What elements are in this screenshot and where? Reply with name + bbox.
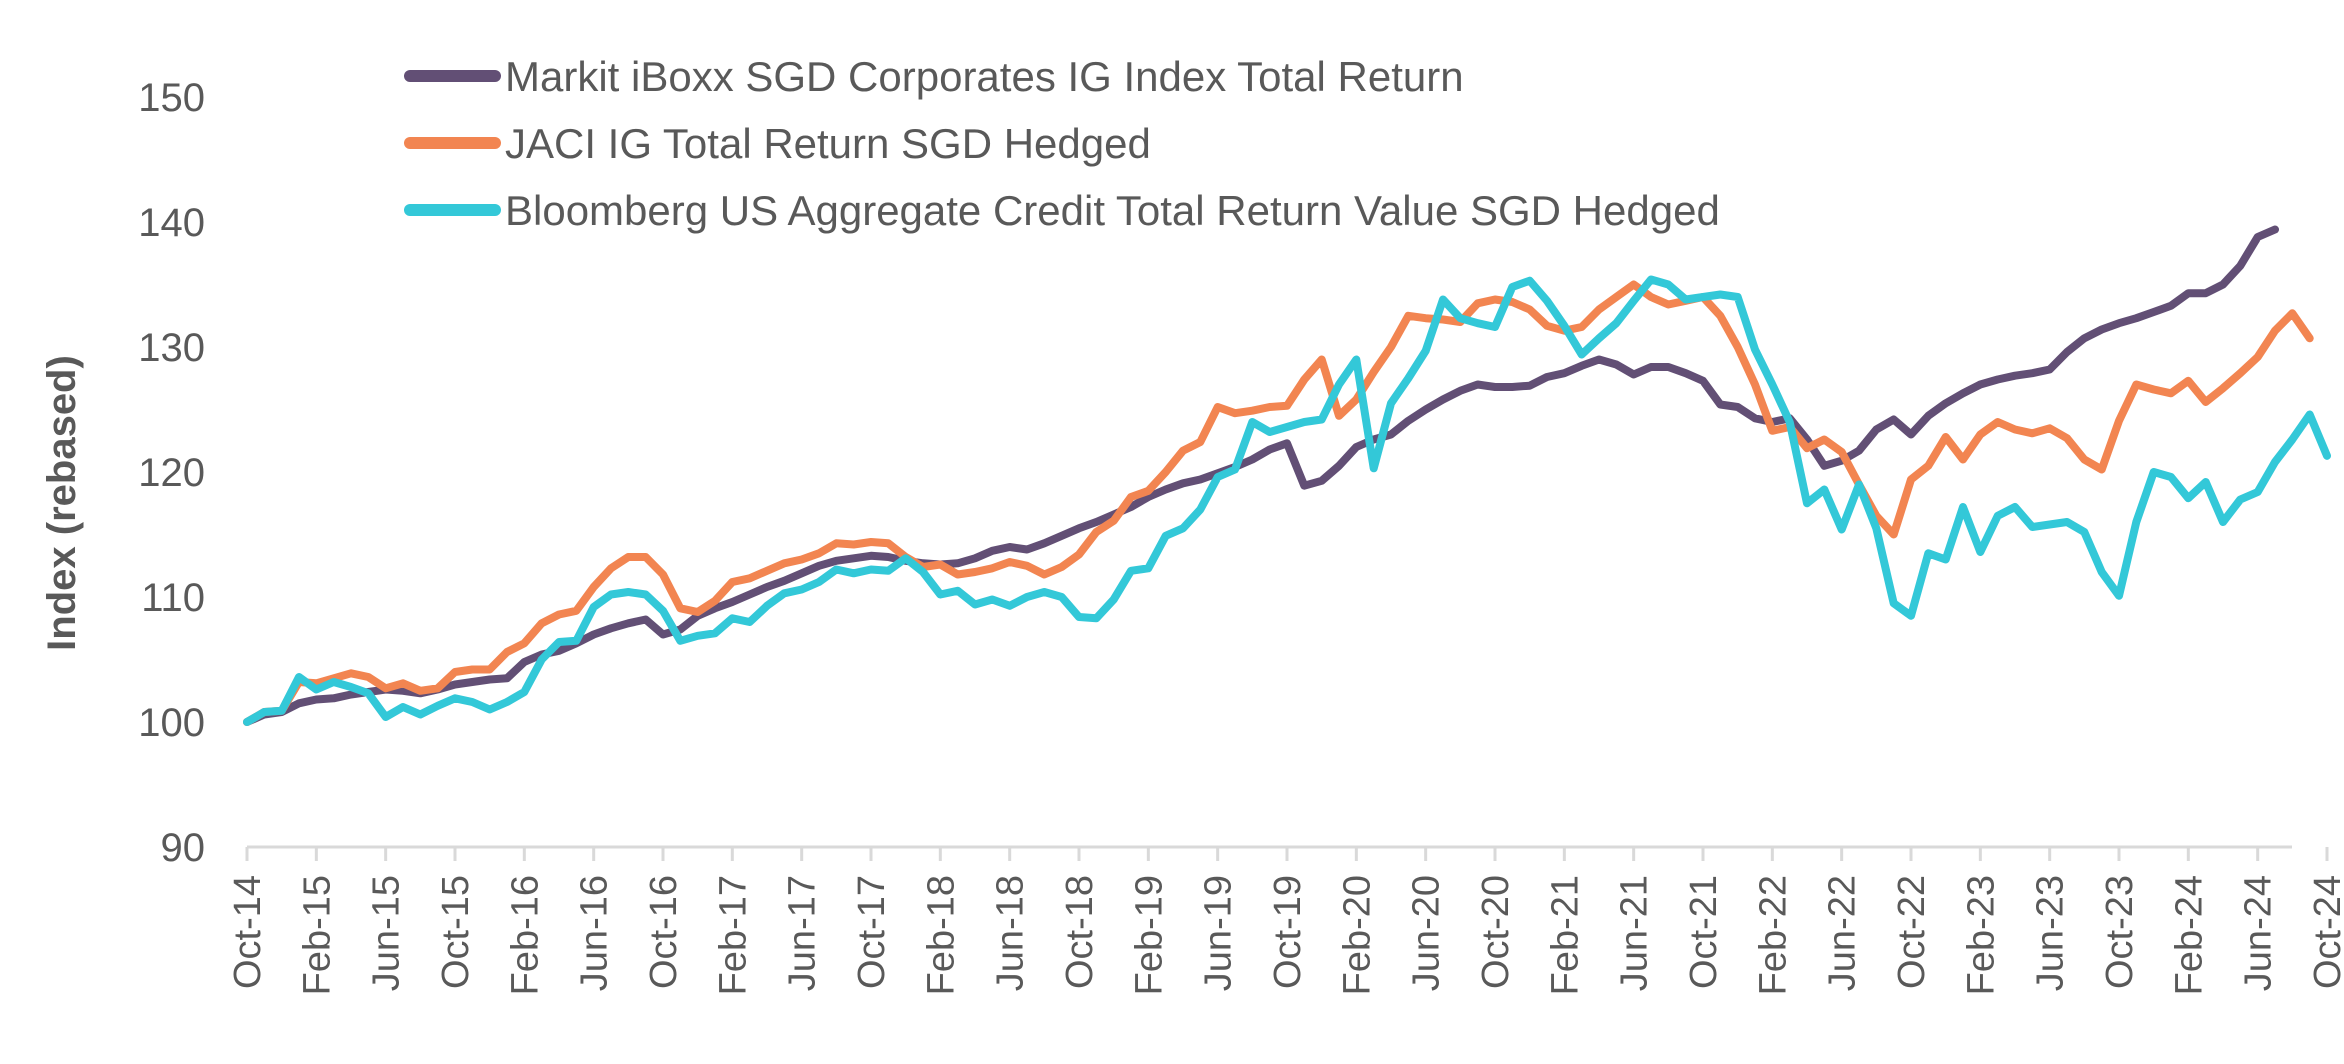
- legend-label: Markit iBoxx SGD Corporates IG Index Tot…: [505, 53, 1464, 100]
- x-tick-label: Oct-21: [1683, 875, 1725, 989]
- x-tick-label: Jun-22: [1822, 875, 1864, 991]
- legend-label: Bloomberg US Aggregate Credit Total Retu…: [505, 187, 1720, 234]
- y-tick-label: 150: [138, 76, 205, 120]
- series-lines: [243, 225, 2331, 726]
- y-axis-title: Index (rebased): [40, 355, 84, 651]
- y-tick-label: 140: [138, 201, 205, 245]
- x-tick-label: Feb-22: [1752, 875, 1794, 995]
- x-tick-label: Jun-19: [1198, 875, 1240, 991]
- x-tick-label: Oct-18: [1059, 875, 1101, 989]
- x-tick-label: Oct-22: [1891, 875, 1933, 989]
- x-tick-label: Oct-16: [643, 875, 685, 989]
- y-axis-ticks: 90 100 110 120 130 140 150: [138, 76, 205, 870]
- x-tick-label: Oct-20: [1475, 875, 1517, 989]
- x-tick-label: Oct-23: [2099, 875, 2141, 989]
- legend-item: Markit iBoxx SGD Corporates IG Index Tot…: [404, 53, 1464, 100]
- x-tick-label: Feb-15: [296, 875, 338, 995]
- series-line-2: [243, 280, 2314, 726]
- legend-item: JACI IG Total Return SGD Hedged: [404, 120, 1151, 167]
- y-tick-label: 130: [138, 326, 205, 370]
- y-tick-label: 90: [161, 826, 206, 870]
- x-tick-label: Jun-24: [2238, 875, 2280, 991]
- legend-item: Bloomberg US Aggregate Credit Total Retu…: [404, 187, 1720, 234]
- x-tick-label: Feb-18: [920, 875, 962, 995]
- x-tick-label: Feb-21: [1544, 875, 1586, 995]
- x-tick-label: Jun-23: [2030, 875, 2072, 991]
- x-tick-label: Oct-24: [2307, 875, 2344, 989]
- x-tick-label: Feb-24: [2168, 875, 2210, 995]
- x-tick-label: Jun-21: [1614, 875, 1656, 991]
- x-tick-label: Jun-15: [366, 875, 408, 991]
- x-tick-label: Jun-16: [574, 875, 616, 991]
- legend: Markit iBoxx SGD Corporates IG Index Tot…: [404, 53, 1720, 234]
- series-line-1: [243, 225, 2279, 726]
- x-tick-label: Oct-19: [1267, 875, 1309, 989]
- x-tick-label: Oct-15: [435, 875, 477, 989]
- legend-label: JACI IG Total Return SGD Hedged: [505, 120, 1151, 167]
- x-tick-label: Oct-14: [227, 875, 269, 989]
- x-tick-label: Oct-17: [851, 875, 893, 989]
- y-tick-label: 110: [141, 576, 205, 620]
- x-tick-label: Jun-18: [990, 875, 1032, 991]
- series-line-3: [243, 275, 2331, 726]
- x-tick-label: Feb-17: [712, 875, 754, 995]
- x-tick-label: Feb-20: [1336, 875, 1378, 995]
- x-tick-label: Feb-16: [504, 875, 546, 995]
- x-tick-label: Jun-20: [1406, 875, 1448, 991]
- y-tick-label: 120: [138, 451, 205, 495]
- x-tick-label: Feb-23: [1960, 875, 2002, 995]
- x-tick-label: Feb-19: [1128, 875, 1170, 995]
- y-tick-label: 100: [138, 701, 205, 745]
- x-axis: Oct-14 Feb-15 Jun-15 Oct-15 Feb-16 Jun-16 Oct-…: [227, 845, 2344, 995]
- x-tick-label: Jun-17: [782, 875, 824, 991]
